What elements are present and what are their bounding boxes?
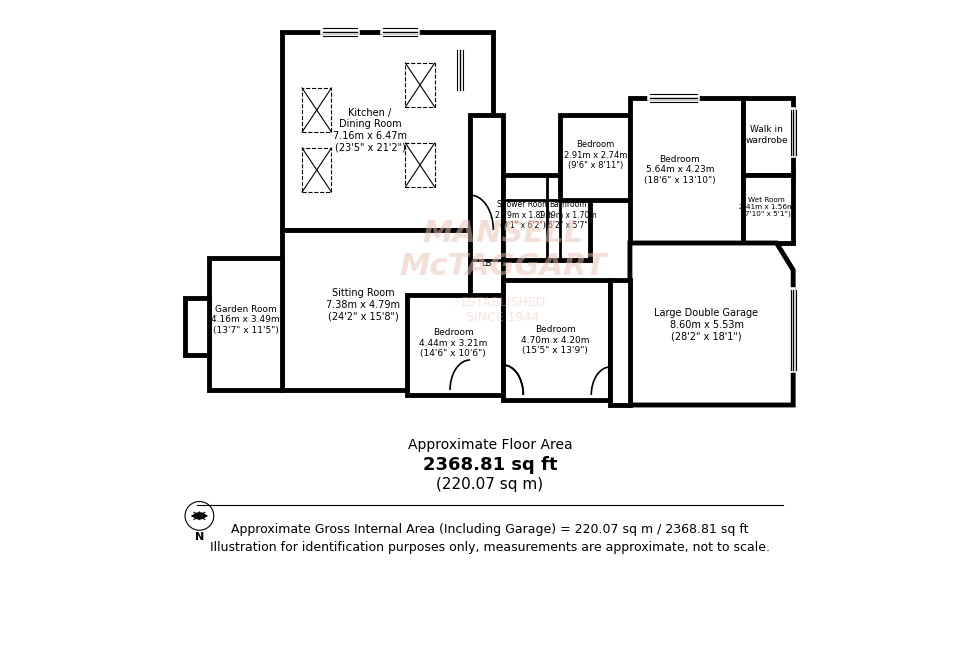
Polygon shape <box>282 230 470 390</box>
Text: Approximate Gross Internal Area (Including Garage) = 220.07 sq m / 2368.81 sq ft: Approximate Gross Internal Area (Includi… <box>231 524 749 537</box>
Text: Bedroom
2.91m x 2.74m
(9'6" x 8'11"): Bedroom 2.91m x 2.74m (9'6" x 8'11") <box>564 140 627 170</box>
Text: (220.07 sq m): (220.07 sq m) <box>436 477 544 492</box>
Text: 2368.81 sq ft: 2368.81 sq ft <box>422 456 558 474</box>
Text: Sitting Room
7.38m x 4.79m
(24'2" x 15'8"): Sitting Room 7.38m x 4.79m (24'2" x 15'8… <box>326 289 401 321</box>
Polygon shape <box>630 243 793 405</box>
Text: Bedroom
4.44m x 3.21m
(14'6" x 10'6"): Bedroom 4.44m x 3.21m (14'6" x 10'6") <box>419 328 487 358</box>
Polygon shape <box>504 175 590 260</box>
Bar <box>406 63 435 107</box>
Text: Walk in
wardrobe: Walk in wardrobe <box>745 125 788 145</box>
Bar <box>406 143 435 187</box>
Text: Approximate Floor Area: Approximate Floor Area <box>408 438 572 452</box>
Polygon shape <box>209 258 282 390</box>
Polygon shape <box>470 115 504 390</box>
Polygon shape <box>185 298 209 355</box>
Text: Large Double Garage
8.60m x 5.53m
(28'2" x 18'1"): Large Double Garage 8.60m x 5.53m (28'2"… <box>655 308 759 342</box>
Text: Shower Room
2.79m x 1.89m
(9'1" x 6'2"): Shower Room 2.79m x 1.89m (9'1" x 6'2") <box>495 200 552 230</box>
Text: MANSELL
McTAGGART: MANSELL McTAGGART <box>400 219 607 281</box>
Polygon shape <box>743 98 793 175</box>
Polygon shape <box>560 115 630 200</box>
Text: Garden Room
4.16m x 3.49m
(13'7" x 11'5"): Garden Room 4.16m x 3.49m (13'7" x 11'5"… <box>211 305 279 335</box>
Text: Bedroom
4.70m x 4.20m
(15'5" x 13'9"): Bedroom 4.70m x 4.20m (15'5" x 13'9") <box>521 325 590 355</box>
Bar <box>302 88 331 132</box>
Text: Kitchen /
Dining Room
7.16m x 6.47m
(23'5" x 21'2"): Kitchen / Dining Room 7.16m x 6.47m (23'… <box>333 108 407 152</box>
Polygon shape <box>743 175 793 243</box>
Text: N: N <box>195 532 204 542</box>
Polygon shape <box>630 98 743 243</box>
Polygon shape <box>610 280 630 405</box>
Text: Wet Room
2.41m x 1.56m
(7'10" x 5'1"): Wet Room 2.41m x 1.56m (7'10" x 5'1") <box>739 197 794 217</box>
Bar <box>302 148 331 192</box>
Text: Bathroom
1.89m x 1.70m
(6'2" x 5'7"): Bathroom 1.89m x 1.70m (6'2" x 5'7") <box>539 200 597 230</box>
Polygon shape <box>407 295 504 395</box>
Polygon shape <box>504 280 610 400</box>
Polygon shape <box>282 32 493 230</box>
Text: Bedroom
5.64m x 4.23m
(18'6" x 13'10"): Bedroom 5.64m x 4.23m (18'6" x 13'10") <box>644 155 715 185</box>
Text: Illustration for identification purposes only, measurements are approximate, not: Illustration for identification purposes… <box>210 541 770 554</box>
Text: ESTABLISHED
SINCE 1944: ESTABLISHED SINCE 1944 <box>461 296 546 324</box>
Text: LB: LB <box>481 259 491 268</box>
